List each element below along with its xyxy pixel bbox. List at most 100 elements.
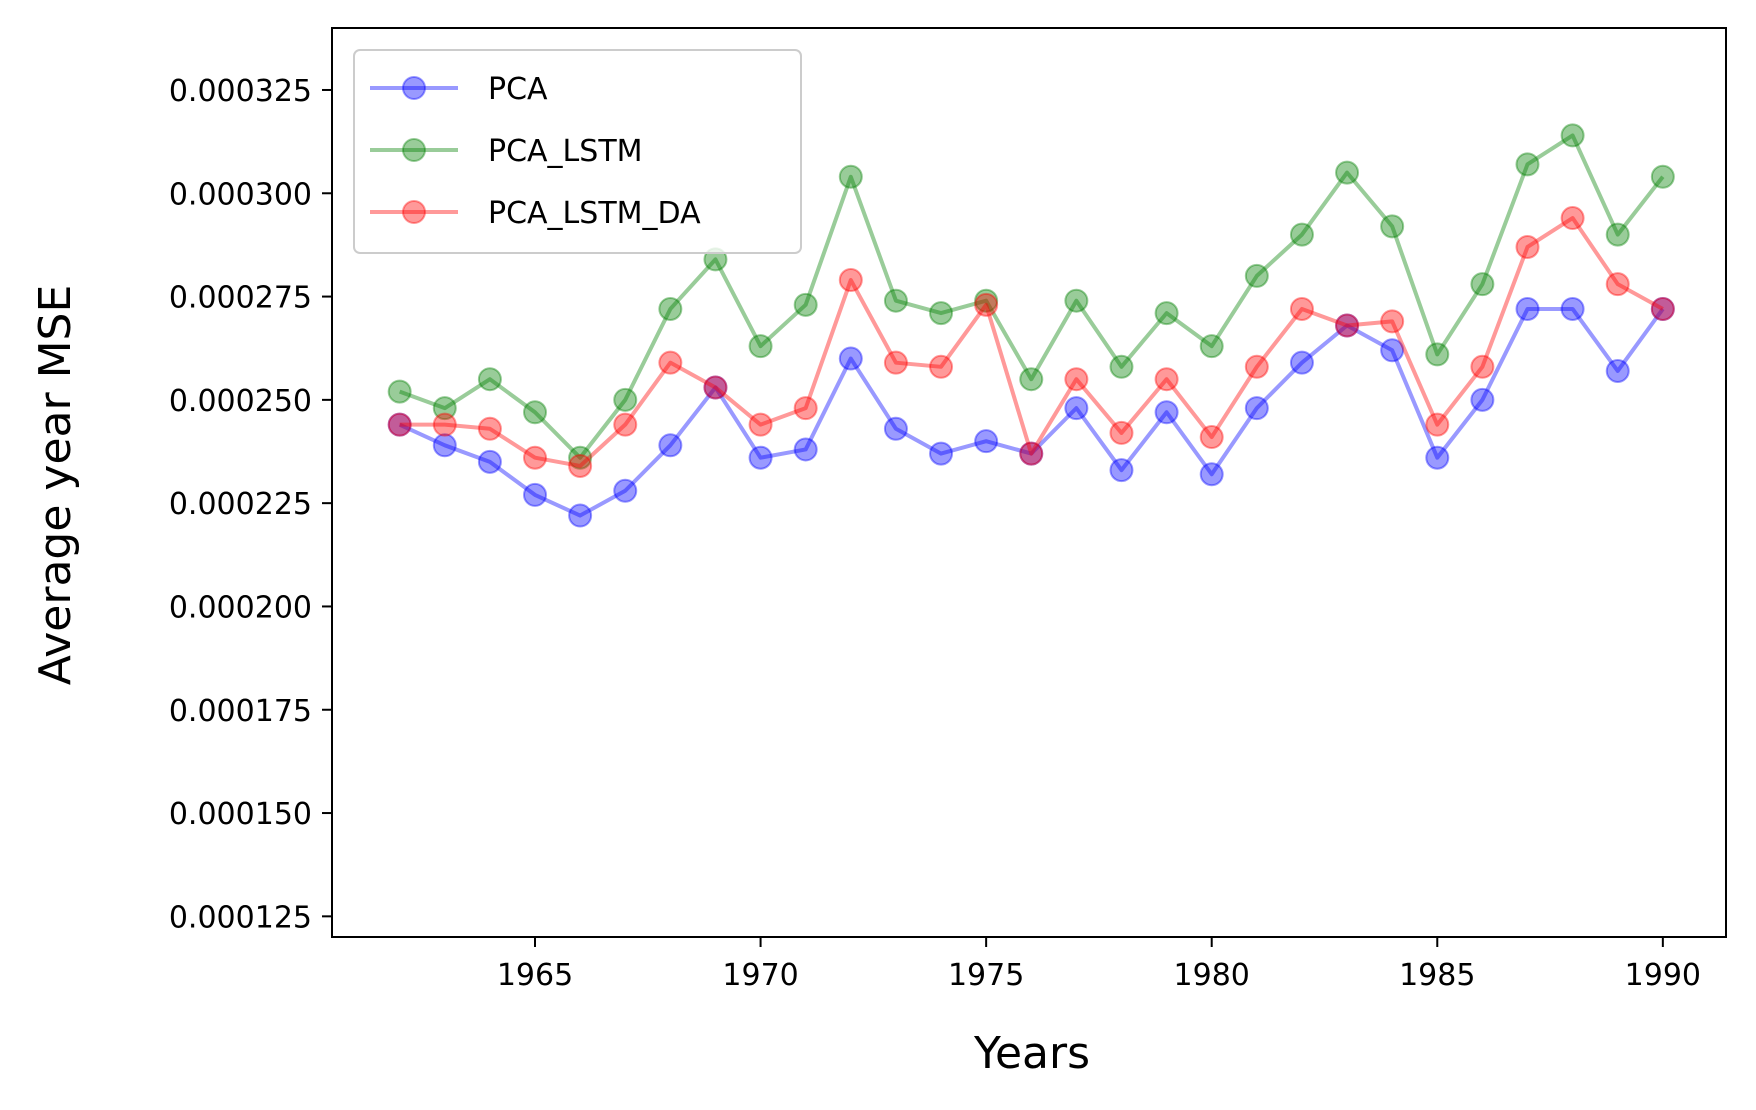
legend: PCA PCA_LSTM PCA_LSTM_DA [353,49,802,254]
data-point-pca-lstm [1199,334,1224,359]
data-point-pca-lstm-da [1380,309,1405,334]
data-point-pca [568,503,593,528]
plot-frame [331,27,1727,938]
data-point-pca-lstm-da [432,412,457,437]
legend-marker-pca [402,76,426,100]
data-point-pca [1335,313,1360,338]
data-point-pca-lstm-da [883,350,908,375]
data-point-pca-lstm-da [1244,354,1269,379]
data-point-pca-lstm [658,296,683,321]
y-tick-label: 0.000275 [169,281,312,316]
data-point-pca-lstm [1515,152,1540,177]
data-point-pca-lstm-da [1605,272,1630,297]
y-tick-label: 0.000225 [169,487,312,522]
data-point-pca-lstm-da [838,268,863,293]
data-point-pca [883,416,908,441]
data-point-pca-lstm [1425,342,1450,367]
series-line-pca [398,306,1665,518]
data-point-pca-lstm [387,379,412,404]
data-point-pca [703,375,728,400]
data-point-pca-lstm-da [1650,296,1675,321]
y-axis-label: Average year MSE [30,285,81,686]
data-point-pca-lstm-da [1019,441,1044,466]
data-point-pca-lstm-da [1425,412,1450,437]
data-point-pca-lstm [1650,164,1675,189]
data-point-pca-lstm [1335,160,1360,185]
data-point-pca-lstm [432,396,457,421]
x-tick-label: 1985 [1399,958,1475,993]
series-line-pca-lstm-da [399,216,1664,468]
data-point-pca [1199,462,1224,487]
data-point-pca-lstm [929,301,954,326]
legend-marker-pca-lstm [402,138,426,162]
y-tick-label: 0.000125 [169,900,312,935]
x-tick-label: 1970 [722,958,798,993]
legend-label-pca-lstm: PCA_LSTM [488,134,643,169]
data-point-pca-lstm-da [929,354,954,379]
data-point-pca-lstm [748,334,773,359]
data-point-pca [1289,350,1314,375]
x-tick-label: 1975 [948,958,1024,993]
data-point-pca-lstm-da [477,416,502,441]
data-point-pca [929,441,954,466]
legend-marker-pca-lstm-da [402,200,426,224]
data-point-pca-lstm [1380,214,1405,239]
data-point-pca-lstm-da [658,350,683,375]
data-point-pca-lstm [1109,354,1134,379]
data-point-pca-lstm-da [568,453,593,478]
y-tick-label: 0.000300 [169,177,312,212]
data-point-pca [432,433,457,458]
legend-label-pca-lstm-da: PCA_LSTM_DA [488,196,701,231]
data-point-pca-lstm [1019,367,1044,392]
series-line-pca-lstm [398,133,1665,460]
data-point-pca-lstm [1289,222,1314,247]
data-point-pca [1425,445,1450,470]
data-point-pca [748,445,773,470]
x-axis-label: Years [973,1028,1090,1079]
data-point-pca-lstm-da [1199,425,1224,450]
data-point-pca-lstm [793,292,818,317]
data-point-pca-lstm [883,288,908,313]
axes-layer: 1965 1970 1975 1980 1985 1990 0.000125 0.000150… [169,27,1727,993]
data-point-pca [523,482,548,507]
data-point-pca-lstm-da [1560,206,1585,231]
data-point-pca [1109,458,1134,483]
data-point-pca [613,478,638,503]
x-tick-label: 1990 [1625,958,1701,993]
data-point-pca-lstm-da [703,375,728,400]
data-point-pca-lstm [477,367,502,392]
data-point-pca-lstm-da [1154,367,1179,392]
data-point-pca-lstm [974,288,999,313]
data-point-pca [1244,396,1269,421]
data-point-pca [1560,296,1585,321]
data-point-pca-lstm [568,445,593,470]
data-point-pca-lstm [1470,272,1495,297]
data-point-pca-lstm [523,400,548,425]
data-point-pca-lstm-da [974,292,999,317]
data-point-pca [658,433,683,458]
data-point-pca-lstm-da [387,412,412,437]
data-point-pca-lstm [1560,123,1585,148]
data-point-pca-lstm-da [793,396,818,421]
data-point-pca [1380,338,1405,363]
y-tick-label: 0.000175 [169,694,312,729]
y-tick-label: 0.000200 [169,590,312,625]
data-point-pca [1470,387,1495,412]
data-point-pca [1154,400,1179,425]
data-point-pca-lstm [1605,222,1630,247]
data-point-pca [1515,296,1540,321]
legend-label-pca: PCA [488,72,548,107]
data-point-pca-lstm-da [1289,296,1314,321]
data-point-pca [1650,296,1675,321]
y-tick-label: 0.000150 [169,797,312,832]
data-point-pca [793,437,818,462]
data-point-pca-lstm [1244,263,1269,288]
data-point-pca-lstm-da [748,412,773,437]
data-point-pca-lstm-da [1515,234,1540,259]
data-point-pca [838,346,863,371]
plot-layer [387,123,1675,528]
data-point-pca-lstm [1064,288,1089,313]
data-point-pca-lstm-da [523,445,548,470]
legend-box [353,49,802,254]
